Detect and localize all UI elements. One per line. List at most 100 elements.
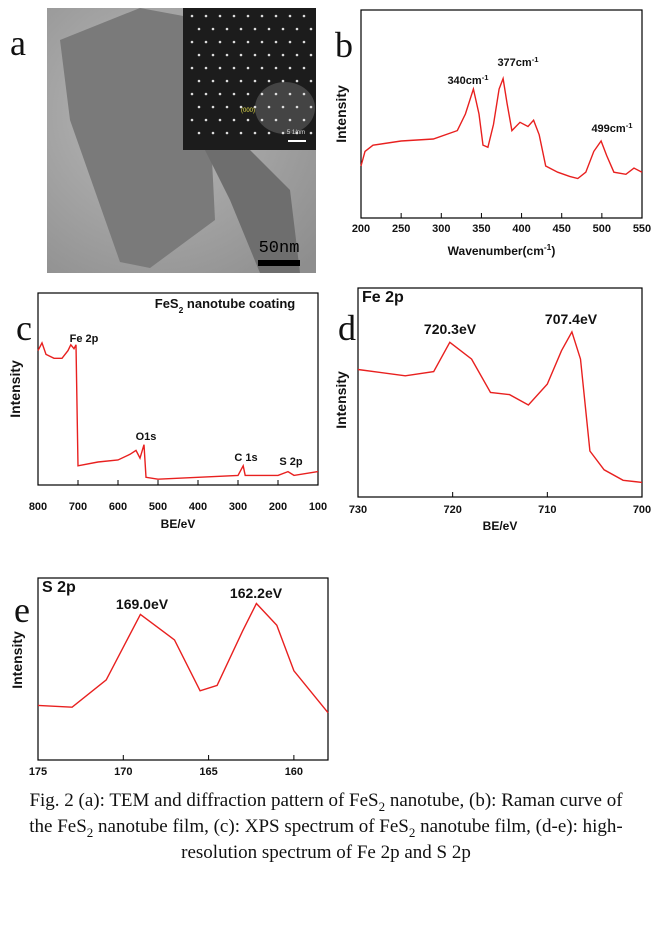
peak-label: 377cm-1 bbox=[497, 55, 539, 70]
spot bbox=[267, 105, 271, 109]
spot bbox=[281, 53, 285, 57]
y-axis-label: Intensity bbox=[333, 85, 349, 143]
caption-text: nanotube, (b): Raman curve of the FeS bbox=[29, 790, 623, 837]
nanotube-2 bbox=[205, 150, 300, 273]
panel-label: c bbox=[16, 308, 32, 348]
x-tick-label: 170 bbox=[114, 766, 132, 778]
peak-label-sup: -1 bbox=[482, 73, 490, 82]
x-tick-label: 160 bbox=[285, 766, 303, 778]
panel-title-text: S 2p bbox=[42, 579, 76, 596]
panel-label: a bbox=[10, 23, 26, 63]
spot bbox=[288, 92, 292, 96]
spot bbox=[302, 66, 306, 70]
spot bbox=[253, 53, 257, 57]
spot bbox=[295, 53, 299, 57]
y-axis-label-text: Intensity bbox=[9, 631, 25, 689]
spot bbox=[225, 105, 229, 109]
spot bbox=[225, 27, 229, 31]
spot bbox=[246, 92, 250, 96]
spectrum-line bbox=[357, 330, 643, 484]
spot bbox=[218, 40, 222, 44]
peak-label-text: O1s bbox=[136, 431, 157, 443]
spot bbox=[274, 66, 278, 70]
scale-bar bbox=[258, 260, 300, 266]
peak-label: 340cm-1 bbox=[447, 73, 489, 88]
x-axis-label-text: BE/eV bbox=[483, 519, 518, 533]
spot bbox=[295, 105, 299, 109]
x-tick-label: 710 bbox=[538, 504, 556, 516]
spot bbox=[197, 79, 201, 83]
inset-scale-bar bbox=[288, 140, 306, 142]
spot bbox=[267, 79, 271, 83]
spot bbox=[204, 66, 208, 70]
panel-title-tail: nanotube coating bbox=[183, 296, 295, 311]
peak-label: Fe 2p bbox=[70, 333, 99, 345]
panel-label: e bbox=[14, 590, 30, 630]
spot bbox=[218, 118, 222, 122]
x-tick-label: 400 bbox=[189, 501, 207, 513]
spot bbox=[204, 118, 208, 122]
x-axis-label-text: Wavenumber(cm bbox=[448, 244, 544, 258]
y-axis-label: Intensity bbox=[7, 360, 23, 418]
spot bbox=[190, 118, 194, 122]
spot bbox=[295, 79, 299, 83]
x-tick-label: 175 bbox=[29, 766, 47, 778]
peak-label: 707.4eV bbox=[545, 311, 598, 327]
spot bbox=[309, 27, 313, 31]
peak-label: 169.0eV bbox=[116, 596, 169, 612]
x-tick-label: 200 bbox=[269, 501, 287, 513]
spot bbox=[253, 131, 257, 135]
spot bbox=[232, 92, 236, 96]
spot bbox=[288, 14, 292, 18]
panel-title-sub: 2 bbox=[179, 305, 184, 315]
beam-stop bbox=[255, 82, 315, 134]
spot bbox=[211, 53, 215, 57]
peak-label-text: C 1s bbox=[234, 452, 257, 464]
figure: a 50nm (000) 5 1/nm 200 250 300 350 400 450 50… bbox=[7, 8, 651, 778]
plot-frame bbox=[360, 9, 643, 219]
panel-title-text: FeS bbox=[155, 296, 179, 311]
spot bbox=[246, 40, 250, 44]
spot bbox=[225, 131, 229, 135]
spectrum-line bbox=[360, 75, 643, 180]
spot bbox=[218, 14, 222, 18]
panel-title: FeS2 nanotube coating bbox=[155, 296, 296, 315]
spot bbox=[239, 105, 243, 109]
x-tick-label: 700 bbox=[633, 504, 651, 516]
spot bbox=[274, 118, 278, 122]
spot bbox=[211, 27, 215, 31]
spot bbox=[274, 40, 278, 44]
spot bbox=[211, 105, 215, 109]
spot bbox=[239, 53, 243, 57]
spot bbox=[190, 66, 194, 70]
peak-label-text: 707.4eV bbox=[545, 311, 598, 327]
caption-subscript: 2 bbox=[408, 824, 416, 840]
caption-subscript: 2 bbox=[86, 824, 94, 840]
peak-label-text: S 2p bbox=[279, 456, 303, 468]
y-axis-label-text: Intensity bbox=[333, 85, 349, 143]
x-tick-label: 300 bbox=[432, 223, 450, 235]
x-tick-label: 350 bbox=[472, 223, 490, 235]
x-tick-label: 100 bbox=[309, 501, 327, 513]
spot bbox=[309, 79, 313, 83]
y-axis-label: Intensity bbox=[333, 371, 349, 429]
x-tick-label: 700 bbox=[69, 501, 87, 513]
spot bbox=[232, 118, 236, 122]
x-tick-label: 730 bbox=[349, 504, 367, 516]
spot bbox=[246, 14, 250, 18]
spot bbox=[309, 131, 313, 135]
spot bbox=[239, 27, 243, 31]
peak-label-text: 499cm bbox=[591, 123, 625, 135]
spot bbox=[197, 27, 201, 31]
spot bbox=[260, 66, 264, 70]
spot bbox=[253, 79, 257, 83]
peak-label: S 2p bbox=[279, 456, 303, 468]
spot bbox=[211, 79, 215, 83]
panel-label: d bbox=[338, 308, 356, 348]
spot bbox=[197, 53, 201, 57]
x-tick-label: 800 bbox=[29, 501, 47, 513]
plot-frame bbox=[37, 577, 329, 761]
x-axis-label: BE/eV bbox=[161, 517, 196, 531]
diffraction-spots bbox=[190, 14, 313, 135]
spot bbox=[288, 66, 292, 70]
